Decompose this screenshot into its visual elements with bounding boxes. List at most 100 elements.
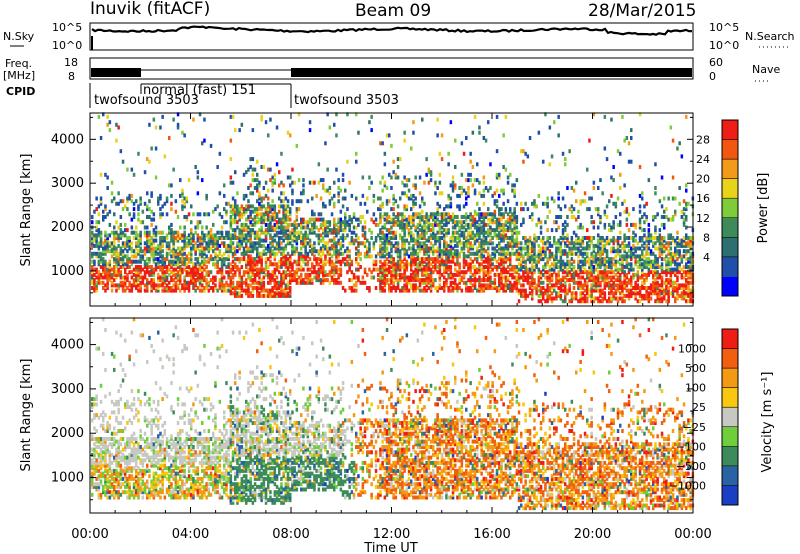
echo-cell <box>152 267 156 272</box>
echo-cell <box>328 246 332 251</box>
echo-cell <box>432 280 435 285</box>
echo-cell <box>482 136 486 140</box>
echo-cell <box>478 230 481 235</box>
echo-cell <box>95 251 98 256</box>
echo-cell <box>126 249 129 254</box>
echo-cell <box>427 222 431 227</box>
echo-cell <box>610 299 613 304</box>
echo-cell <box>451 280 455 285</box>
echo-cell <box>502 286 505 290</box>
echo-cell <box>308 275 312 280</box>
echo-cell <box>251 288 255 293</box>
echo-cell <box>269 178 272 183</box>
echo-cell <box>201 225 204 230</box>
echo-cell <box>511 251 514 256</box>
echo-cell <box>181 207 184 212</box>
echo-cell <box>588 196 591 201</box>
echo-cell <box>616 275 620 280</box>
echo-cell <box>537 283 541 288</box>
echo-cell <box>286 228 290 233</box>
echo-cell <box>412 193 415 198</box>
echo-cell <box>176 283 180 288</box>
echo-cell <box>425 243 428 248</box>
echo-cell <box>126 278 129 283</box>
echo-cell <box>449 275 453 280</box>
echo-cell <box>205 259 208 264</box>
echo-cell <box>539 251 543 256</box>
echo-cell <box>603 243 607 248</box>
echo-cell <box>187 280 191 285</box>
echo-cell <box>449 272 453 277</box>
echo-cell <box>269 249 272 254</box>
echo-cell <box>627 228 631 233</box>
echo-cell <box>247 230 250 235</box>
echo-cell <box>99 199 103 204</box>
echo-cell <box>95 254 98 259</box>
echo-cell <box>500 225 503 230</box>
echo-cell <box>253 286 257 290</box>
echo-cell <box>568 246 571 251</box>
echo-cell <box>304 236 307 240</box>
echo-cell <box>487 259 490 264</box>
echo-cell <box>335 251 338 256</box>
echo-cell <box>256 230 259 235</box>
echo-cell <box>190 220 193 225</box>
echo-cell <box>150 288 153 293</box>
echo-cell <box>495 288 499 293</box>
echo-cell <box>447 193 450 198</box>
echo-cell <box>559 207 563 212</box>
echo-cell <box>174 236 178 240</box>
echo-cell <box>399 259 402 264</box>
echo-cell <box>344 222 347 227</box>
echo-cell <box>476 246 479 251</box>
echo-cell <box>183 238 186 243</box>
echo-cell <box>390 175 393 180</box>
echo-cell <box>630 222 633 227</box>
echo-cell <box>557 215 560 219</box>
echo-cell <box>148 246 151 251</box>
echo-cell <box>462 251 466 256</box>
echo-cell <box>242 228 246 233</box>
echo-cell <box>440 259 444 264</box>
echo-cell <box>293 228 296 233</box>
echo-cell <box>141 249 145 254</box>
echo-cell <box>372 220 376 225</box>
echo-cell <box>502 288 505 293</box>
echo-cell <box>621 257 624 262</box>
echo-cell <box>539 225 543 230</box>
echo-cell <box>146 236 149 240</box>
echo-cell <box>128 280 131 285</box>
echo-cell <box>130 283 134 288</box>
echo-cell <box>421 217 424 222</box>
echo-cell <box>370 230 373 235</box>
echo-cell <box>412 249 415 254</box>
echo-cell <box>341 233 345 238</box>
echo-cell <box>438 254 442 259</box>
echo-cell <box>97 230 101 235</box>
echo-cell <box>209 254 213 259</box>
echo-cell <box>234 204 237 209</box>
echo-cell <box>610 286 613 290</box>
echo-cell <box>132 207 136 212</box>
echo-cell <box>207 259 211 264</box>
echo-cell <box>333 220 336 225</box>
echo-cell <box>229 280 233 285</box>
echo-cell <box>436 288 439 293</box>
echo-cell <box>493 212 497 217</box>
echo-cell <box>137 283 140 288</box>
echo-cell <box>522 265 525 269</box>
echo-cell <box>575 251 578 256</box>
echo-cell <box>546 275 549 280</box>
echo-cell <box>478 215 481 219</box>
echo-cell <box>348 249 351 254</box>
echo-cell <box>506 265 510 269</box>
echo-cell <box>509 215 512 219</box>
echo-cell <box>614 278 618 283</box>
echo-cell <box>546 257 549 262</box>
echo-cell <box>286 199 290 204</box>
echo-cell <box>619 291 622 296</box>
echo-cell <box>317 272 321 277</box>
echo-cell <box>130 286 134 290</box>
echo-cell <box>293 272 296 277</box>
echo-cell <box>546 215 549 219</box>
